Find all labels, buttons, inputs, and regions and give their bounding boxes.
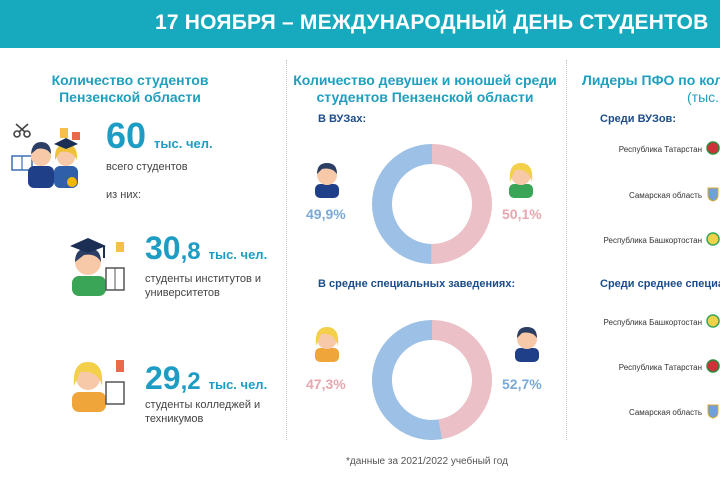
column-divider [286, 60, 287, 440]
university-students-value: 30,8 тыс. чел. [145, 230, 268, 266]
region-label: Самарская область [628, 408, 702, 417]
samara-emblem-icon [707, 404, 719, 419]
female-student-icon [315, 327, 339, 362]
vuz-donut-chart [371, 144, 492, 264]
donut-segment-male [371, 144, 432, 264]
column-divider [566, 60, 567, 440]
university-students-label: студенты институтов и университетов [145, 273, 262, 299]
colleges-section-label: В средне специальных заведениях: [318, 278, 516, 290]
gender-share-title: Количество девушек и юношей среди студен… [293, 72, 557, 105]
of-them-label: из них: [106, 189, 142, 201]
colleges-male-pct: 52,7% [502, 376, 542, 392]
graduates-icon [11, 123, 80, 188]
region-label: Республика Башкортостан [603, 318, 702, 327]
students-count-title: Количество студентов Пензенской области [51, 72, 209, 105]
tatarstan-emblem-icon [706, 359, 720, 373]
total-students-label: всего студентов [106, 161, 188, 173]
bashkortostan-emblem-icon [706, 232, 720, 246]
pfo-leaders-title: Лидеры ПФО по кол (тыс. [582, 72, 720, 105]
pfo-vuz-section-label: Среди ВУЗов: [600, 113, 676, 125]
header-bar: 17 НОЯБРЯ – МЕЖДУНАРОДНЫЙ ДЕНЬ СТУДЕНТОВ [0, 0, 720, 48]
donut-segment-female [431, 144, 492, 264]
tatarstan-emblem-icon [706, 141, 720, 155]
region-label: Республика Татарстан [618, 145, 702, 154]
college-students-label: студенты колледжей и техникумов [145, 399, 261, 425]
universities-male-pct: 49,9% [306, 206, 346, 222]
college-students-value: 29,2 тыс. чел. [145, 360, 268, 396]
colleges-female-pct: 47,3% [306, 376, 346, 392]
bashkortostan-emblem-icon [706, 314, 720, 328]
college-donut-chart [372, 320, 493, 440]
donut-segment-female [432, 320, 493, 440]
female-student-icon [509, 163, 533, 198]
footnote: *данные за 2021/2022 учебный год [346, 456, 508, 467]
page-title: 17 НОЯБРЯ – МЕЖДУНАРОДНЫЙ ДЕНЬ СТУДЕНТОВ [155, 11, 709, 34]
university-student-icon [70, 238, 125, 296]
universities-female-pct: 50,1% [502, 206, 542, 222]
college-student-icon [72, 360, 125, 412]
total-students-value: 60 тыс. чел. [106, 115, 213, 156]
region-label: Республика Татарстан [618, 363, 702, 372]
donut-segment-male [372, 320, 443, 440]
universities-section-label: В ВУЗах: [318, 113, 367, 125]
pfo-college-section-label: Среди среднее специа [600, 278, 720, 290]
region-label: Республика Башкортостан [603, 236, 702, 245]
samara-emblem-icon [707, 187, 719, 202]
male-student-icon [315, 163, 339, 198]
male-student-icon [515, 327, 539, 362]
region-label: Самарская область [628, 191, 702, 200]
